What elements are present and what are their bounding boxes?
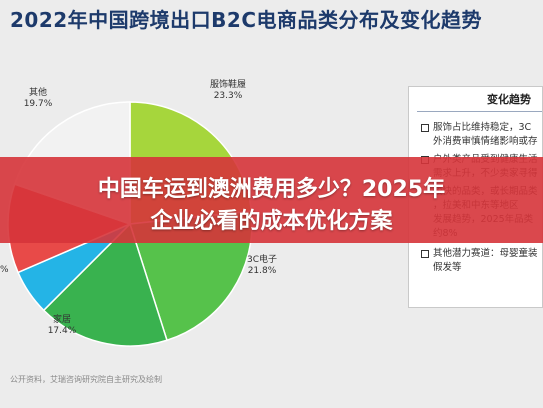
- chart-title: 2022年中国跨境出口B2C电商品类分布及变化趋势: [10, 8, 483, 32]
- trend-item-text: 外消费审慎情绪影响或存: [433, 136, 538, 147]
- trend-panel-title: 变化趋势: [487, 93, 531, 106]
- slice-label-0: 服饰鞋履: [210, 78, 246, 90]
- banner-line-2: 企业必看的成本优化方案: [150, 209, 393, 234]
- trend-item: 其他潜力赛道：母婴童装: [421, 247, 540, 261]
- trend-item-text: 服饰占比维持稳定，3C: [433, 122, 532, 133]
- slice-value-0: 23.3%: [214, 91, 243, 101]
- slice-label-2: 家居: [53, 313, 71, 325]
- source-note: 公开资料，艾瑞咨询研究院自主研究及绘制: [10, 375, 162, 384]
- slice-value-1: 21.8%: [248, 266, 277, 276]
- checkbox-bullet-icon: [421, 250, 429, 258]
- overlay-banner[interactable]: 中国车运到澳洲费用多少？2025年 企业必看的成本优化方案: [0, 157, 543, 243]
- checkbox-bullet-icon: [421, 124, 429, 132]
- trend-item: 假发等: [421, 261, 540, 275]
- slice-value-2: 17.4%: [48, 326, 77, 336]
- slice-label-5: 其他: [29, 86, 47, 98]
- slice-label-1: 3C电子: [247, 253, 277, 265]
- trend-item-text: 其他潜力赛道：母婴童装: [433, 248, 538, 259]
- pie-slice-2: [42, 222, 168, 347]
- trend-item: 外消费审慎情绪影响或存: [421, 135, 540, 149]
- banner-line-1: 中国车运到澳洲费用多少？2025年: [97, 177, 446, 202]
- trend-item: 服饰占比维持稳定，3C: [421, 121, 540, 135]
- trend-item-text: 假发等: [433, 262, 462, 273]
- panel-divider: [417, 111, 542, 112]
- slice-value-5: 19.7%: [24, 99, 53, 109]
- partial-left-label: %: [0, 265, 9, 275]
